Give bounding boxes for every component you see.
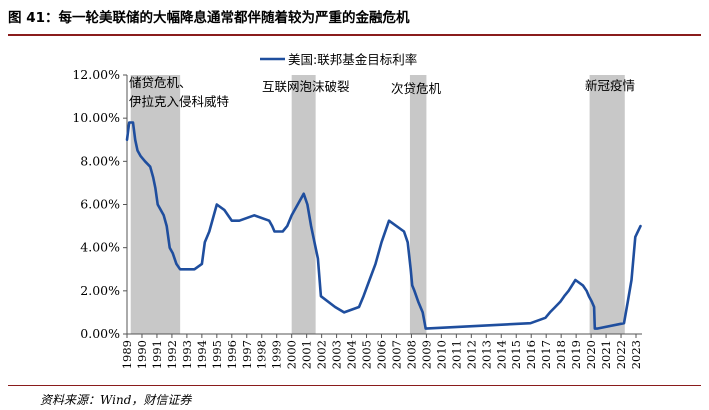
title-rule [8,34,701,36]
x-tick-label: 2020 [584,340,598,369]
series-line-0 [125,121,642,330]
x-tick-label: 2010 [434,340,448,369]
x-tick-label: 1992 [165,340,179,369]
x-tick-label: 2017 [539,340,553,369]
legend-label: 美国:联邦基金目标利率 [288,52,417,67]
x-tick-label: 2009 [419,340,433,369]
x-tick-label: 2013 [479,340,493,369]
x-tick-label: 1990 [135,340,149,369]
annotation-label: 新冠疫情 [585,78,635,93]
x-tick-label: 1997 [240,340,254,369]
x-tick-label: 2007 [389,340,403,369]
annotation-label: 次贷危机 [391,81,442,96]
x-tick-label: 2023 [629,340,643,369]
x-tick-label: 2018 [554,340,568,369]
x-tick-label: 2022 [614,340,628,369]
x-tick-label: 2019 [569,340,583,369]
x-tick-label: 1991 [150,340,164,369]
x-tick-label: 2006 [375,340,389,369]
x-tick-label: 1994 [195,340,209,369]
y-tick-label: 10.00% [72,110,120,125]
x-tick-label: 1989 [120,340,134,369]
x-tick-label: 2000 [285,340,299,369]
x-tick-label: 2004 [345,340,359,369]
annotation-label: 伊拉克入侵科威特 [129,94,229,109]
figure-title: 图 41：每一轮美联储的大幅降息通常都伴随着较为严重的金融危机 [8,10,410,26]
chart: 0.00% 2.00% 4.00% 6.00% 8.00% 10.00% 12.00% 19… [72,52,643,369]
x-tick-label: 2014 [494,340,508,369]
annotation-label: 储贷危机、 [129,75,192,90]
y-tick-label: 2.00% [80,283,120,298]
shaded-period-3 [589,75,625,334]
x-tick-label: 2005 [360,340,374,369]
x-tick-label: 2015 [509,340,523,369]
shaded-period-0 [130,75,181,334]
x-tick-label: 2008 [404,340,418,369]
x-tick-label: 1998 [255,340,269,369]
x-tick-label: 1995 [210,340,224,369]
annotation-label: 互联网泡沫破裂 [262,79,350,94]
x-tick-label: 1993 [180,340,194,369]
y-tick-label: 6.00% [80,197,120,212]
x-tick-label: 2021 [599,340,613,369]
source-note: 资料来源：Wind，财信证券 [40,393,192,407]
x-tick-label: 1996 [225,340,239,369]
x-tick-label: 2012 [464,340,478,369]
x-tick-label: 2002 [315,340,329,369]
source-rule [8,385,701,386]
shaded-period-2 [409,75,427,334]
x-tick-label: 2003 [330,340,344,369]
y-tick-label: 0.00% [80,326,120,341]
y-tick-label: 12.00% [72,67,120,82]
x-tick-label: 1999 [270,340,284,369]
x-tick-label: 2001 [300,340,314,369]
x-tick-label: 2016 [524,340,538,369]
shaded-period-1 [291,75,316,334]
y-tick-label: 8.00% [80,153,120,168]
x-tick-label: 2011 [449,340,463,369]
y-tick-label: 4.00% [80,240,120,255]
